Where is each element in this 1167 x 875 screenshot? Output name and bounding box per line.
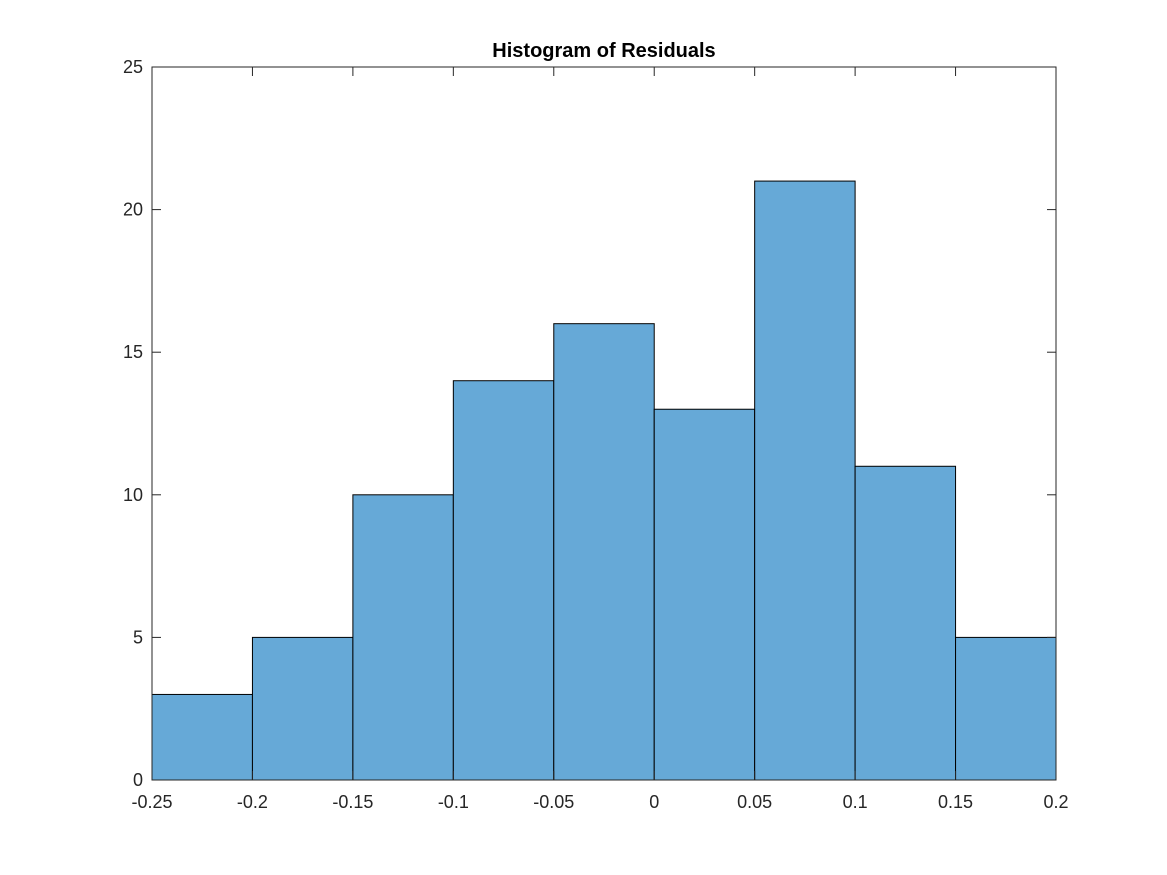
y-tick-label-1: 5 <box>133 627 143 647</box>
chart-title: Histogram of Residuals <box>492 40 715 62</box>
y-tick-label-5: 25 <box>123 57 143 77</box>
y-tick-label-3: 15 <box>123 342 143 362</box>
histogram-bar-7 <box>854 465 957 781</box>
histogram-bar-1 <box>251 636 354 781</box>
bars-group <box>151 180 1057 781</box>
histogram-bar-2 <box>352 494 454 781</box>
x-tick-label-1: -0.2 <box>237 792 268 812</box>
histogram-bar-4 <box>553 323 655 781</box>
axes-box <box>151 66 1057 781</box>
x-tick-label-3: -0.1 <box>438 792 469 812</box>
ticks-group <box>151 66 1057 781</box>
x-tick-label-6: 0.05 <box>737 792 772 812</box>
histogram-bar-8 <box>955 636 1057 781</box>
y-tick-label-0: 0 <box>133 770 143 790</box>
x-tick-label-7: 0.1 <box>843 792 868 812</box>
histogram-bar-0 <box>151 693 253 781</box>
x-tick-label-0: -0.25 <box>131 792 172 812</box>
x-tick-label-8: 0.15 <box>938 792 973 812</box>
x-tick-label-5: 0 <box>649 792 659 812</box>
histogram-bar-5 <box>653 408 756 781</box>
x-tick-label-4: -0.05 <box>533 792 574 812</box>
axes-group <box>151 66 1057 781</box>
histogram-bar-3 <box>452 380 555 781</box>
x-tick-label-2: -0.15 <box>332 792 373 812</box>
x-tick-label-9: 0.2 <box>1043 792 1068 812</box>
y-tick-label-4: 20 <box>123 200 143 220</box>
tick-labels-group: -0.25 -0.2 -0.15 -0.1 -0.05 0 0.05 0.1 0.15 0.2 0 5… <box>123 57 1069 812</box>
y-tick-label-2: 10 <box>123 485 143 505</box>
histogram-bar-6 <box>754 180 856 781</box>
